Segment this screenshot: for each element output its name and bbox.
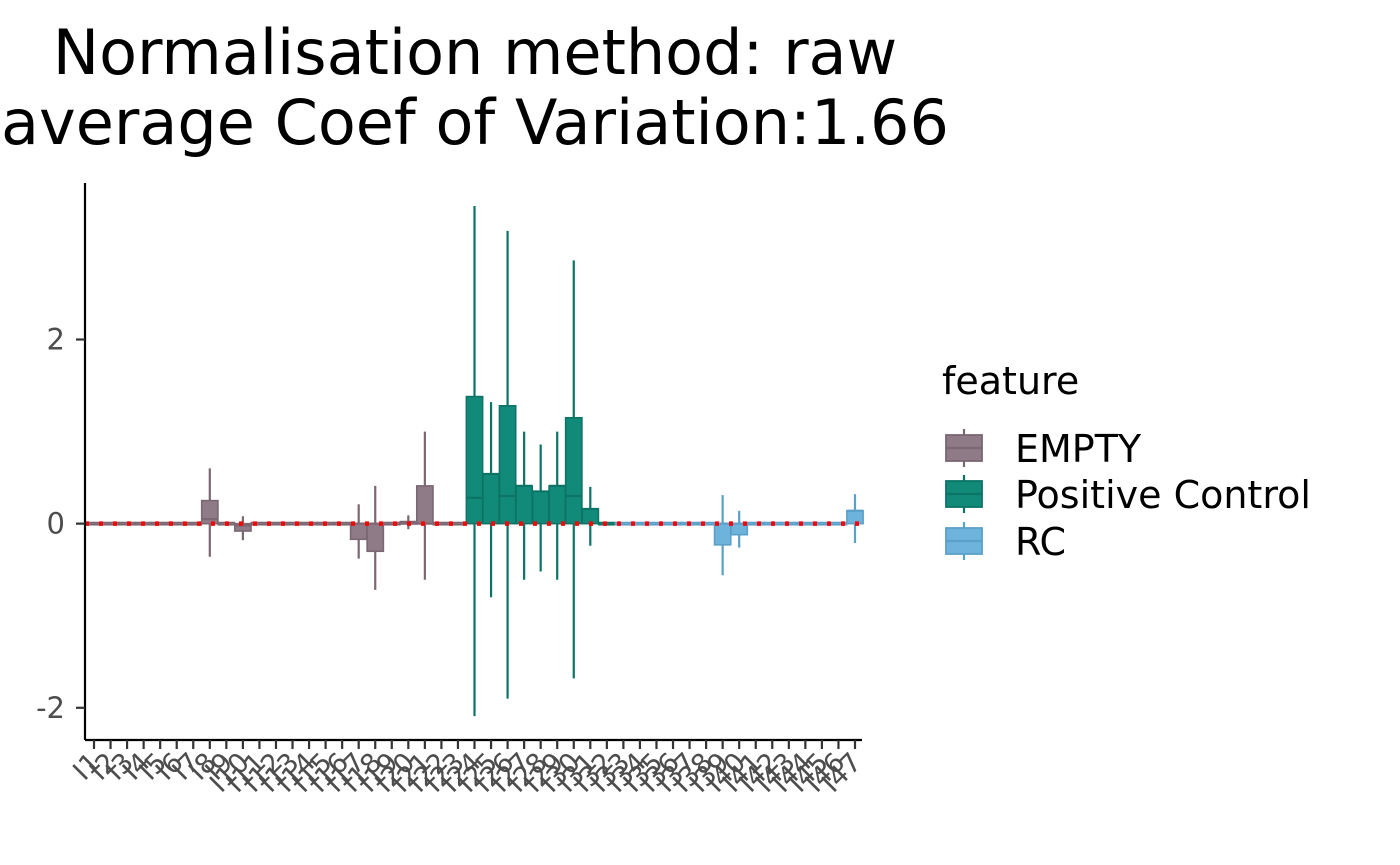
bar — [415, 485, 434, 525]
y-tick-label: 2 — [47, 323, 65, 357]
bar — [515, 485, 534, 525]
chart-title-line-1: Normalisation method: raw — [53, 16, 898, 89]
bar — [366, 522, 385, 553]
bar — [498, 404, 517, 525]
bar — [531, 490, 550, 525]
legend-title: feature — [942, 359, 1079, 403]
bar — [564, 416, 583, 525]
y-tick-label: 0 — [47, 507, 65, 541]
y-ticks: -2 0 2 — [36, 323, 85, 725]
legend-label: RC — [1015, 520, 1066, 564]
bar — [465, 395, 484, 525]
bar — [482, 473, 500, 525]
x-ticks: I1I2I3I4I5I6I7I8I9I10I11I12I13I14I15I16I… — [67, 740, 868, 799]
bar — [151, 521, 170, 526]
bar — [333, 521, 352, 526]
bar — [548, 485, 567, 525]
bar — [200, 499, 219, 525]
legend-label: EMPTY — [1015, 427, 1142, 471]
bar — [713, 522, 732, 546]
bar — [746, 521, 765, 526]
bars-layer — [85, 206, 864, 717]
bar — [349, 522, 368, 541]
bar — [382, 521, 401, 526]
y-tick-label: -2 — [36, 691, 65, 725]
chart-title-line-2: average Coef of Variation:1.66 — [1, 86, 949, 159]
legend-label: Positive Control — [1015, 473, 1311, 517]
bar — [697, 521, 716, 526]
